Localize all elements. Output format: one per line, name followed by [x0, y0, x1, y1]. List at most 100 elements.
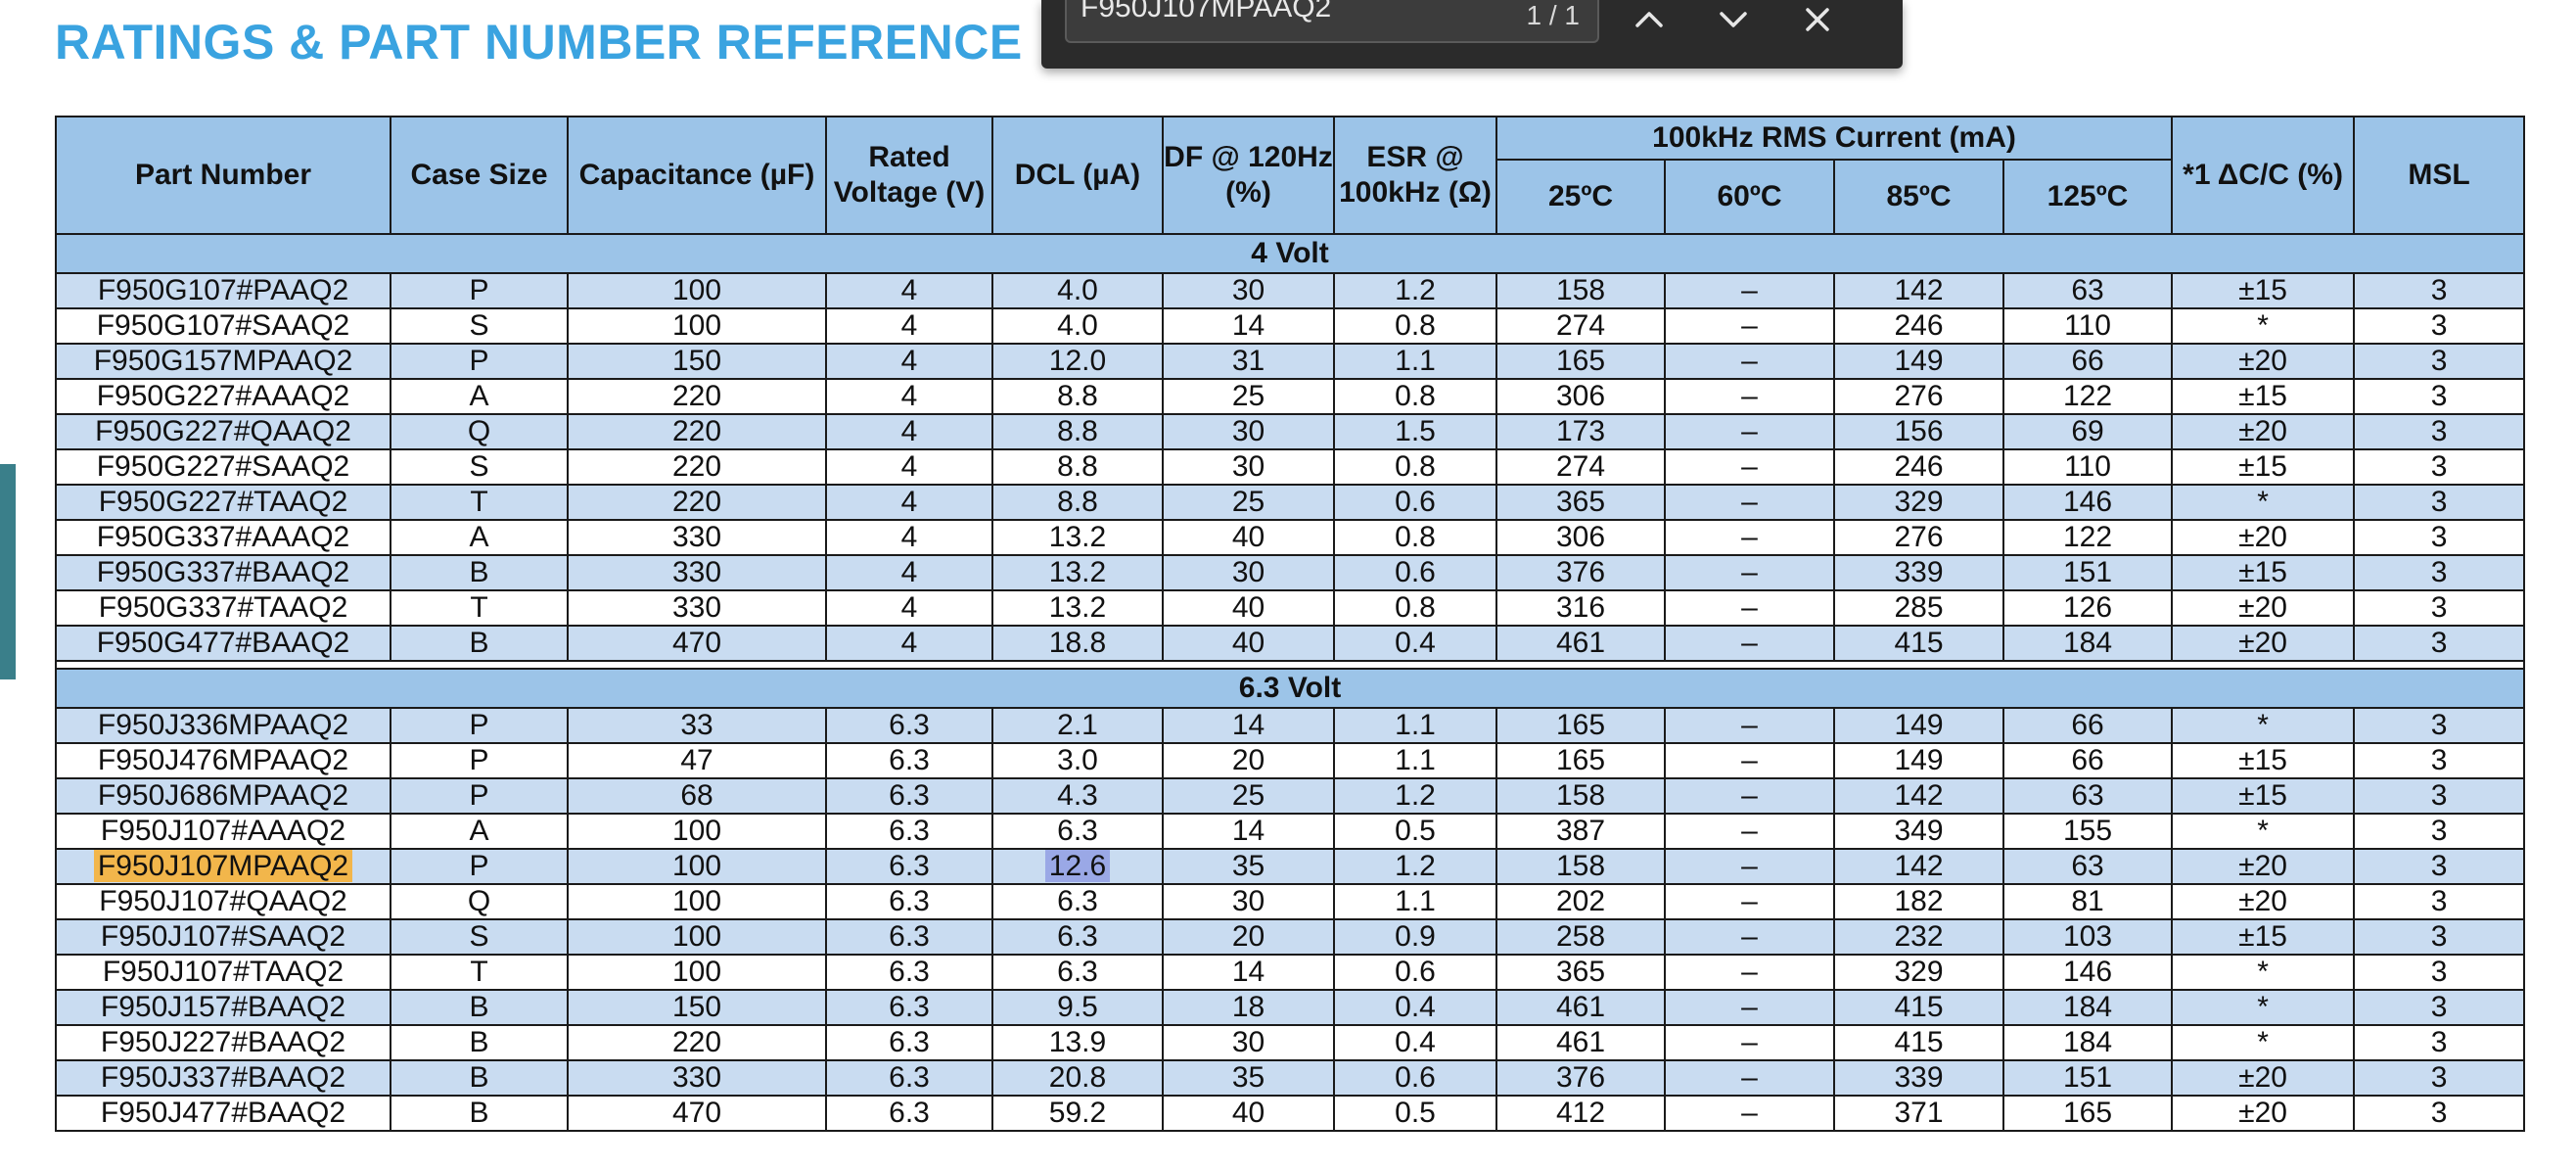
cell-rms-60c: – [1664, 625, 1835, 662]
cell-rated-voltage: 6.3 [825, 777, 993, 815]
cell-rms-60c: – [1664, 1095, 1835, 1132]
cell-rms-60c: – [1664, 413, 1835, 450]
ratings-table-container: Part Number Case Size Capacitance (µF) R… [54, 116, 2526, 1132]
cell-esr: 0.5 [1333, 813, 1497, 850]
cell-esr: 0.8 [1333, 448, 1497, 486]
cell-rated-voltage: 6.3 [825, 1059, 993, 1097]
cell-rms-25c: 387 [1495, 813, 1666, 850]
cell-capacitance: 150 [567, 989, 827, 1026]
cell-dcl: 4.0 [991, 307, 1164, 345]
cell-part-number: F950G107#PAAQ2 [55, 272, 391, 309]
cell-capacitance: 100 [567, 918, 827, 956]
cell-rms-85c: 329 [1833, 954, 2004, 991]
cell-rms-125c: 184 [2001, 1024, 2174, 1061]
cell-capacitance: 470 [567, 625, 827, 662]
find-next-button[interactable] [1707, 0, 1760, 39]
cell-rms-25c: 202 [1495, 883, 1666, 920]
find-input[interactable]: F950J107MPAAQ2 1 / 1 [1065, 0, 1599, 43]
header-case-size: Case Size [390, 116, 569, 235]
section-label: 4 Volt [54, 233, 2526, 274]
cell-rms-85c: 339 [1833, 554, 2004, 591]
ratings-table: Part Number Case Size Capacitance (µF) R… [54, 116, 2526, 1132]
cell-msl: 3 [2353, 307, 2526, 345]
cell-msl: 3 [2353, 918, 2526, 956]
table-row: F950G227#TAAQ2 T 220 4 8.8 25 0.6 365–329 146 * 3 [55, 484, 2526, 521]
cell-esr: 1.2 [1333, 777, 1497, 815]
cell-esr: 0.8 [1333, 589, 1497, 627]
cell-part-number: F950G337#AAAQ2 [55, 519, 391, 556]
table-row: F950G227#QAAQ2 Q 220 4 8.8 30 1.5 173–156 69 ±20 3 [55, 413, 2526, 450]
cell-delta-c: * [2171, 989, 2356, 1026]
cell-capacitance: 150 [567, 343, 827, 380]
cell-esr: 0.6 [1333, 1059, 1497, 1097]
cell-rated-voltage: 6.3 [825, 954, 993, 991]
cell-capacitance: 100 [567, 272, 827, 309]
cell-rms-60c: – [1664, 989, 1835, 1026]
cell-delta-c: ±20 [2171, 413, 2356, 450]
find-match-count: 1 / 1 [1526, 0, 1580, 30]
header-esr: ESR @ 100kHz (Ω) [1333, 116, 1497, 235]
cell-capacitance: 100 [567, 307, 827, 345]
cell-rated-voltage: 4 [825, 519, 993, 556]
table-row: F950J227#BAAQ2 B 220 6.3 13.9 30 0.4 461–415 184… [55, 1024, 2526, 1061]
cell-capacitance: 330 [567, 519, 827, 556]
cell-esr: 0.8 [1333, 307, 1497, 345]
cell-rms-25c: 173 [1495, 413, 1666, 450]
cell-delta-c: ±15 [2171, 554, 2356, 591]
cell-part-number: F950G227#TAAQ2 [55, 484, 391, 521]
cell-msl: 3 [2353, 272, 2526, 309]
table-row: F950G227#SAAQ2 S 220 4 8.8 30 0.8 274–246 110 ±15… [55, 448, 2526, 486]
cell-rms-60c: – [1664, 883, 1835, 920]
cell-delta-c: ±20 [2171, 519, 2356, 556]
cell-rms-125c: 63 [2001, 272, 2174, 309]
close-icon [1806, 8, 1829, 31]
cell-part-number: F950G157MPAAQ2 [55, 343, 391, 380]
cell-df: 30 [1162, 448, 1335, 486]
cell-case-size: P [390, 707, 569, 744]
cell-rated-voltage: 4 [825, 307, 993, 345]
table-row: F950G157MPAAQ2 P 150 4 12.0 31 1.1 165–149 66 ±20… [55, 343, 2526, 380]
cell-part-number: F950J227#BAAQ2 [55, 1024, 391, 1061]
cell-rated-voltage: 4 [825, 413, 993, 450]
cell-delta-c: * [2171, 484, 2356, 521]
header-rms-current-group: 100kHz RMS Current (mA) [1495, 116, 2174, 161]
cell-rms-25c: 461 [1495, 989, 1666, 1026]
cell-esr: 0.4 [1333, 989, 1497, 1026]
find-prev-button[interactable] [1623, 0, 1676, 39]
cell-rms-85c: 142 [1833, 777, 2004, 815]
cell-rms-85c: 246 [1833, 307, 2004, 345]
cell-rated-voltage: 6.3 [825, 813, 993, 850]
cell-esr: 1.5 [1333, 413, 1497, 450]
side-tab-handle[interactable] [0, 464, 16, 679]
cell-dcl: 59.2 [991, 1095, 1164, 1132]
cell-esr: 1.2 [1333, 848, 1497, 885]
cell-msl: 3 [2353, 343, 2526, 380]
cell-rms-125c: 165 [2001, 1095, 2174, 1132]
cell-rms-25c: 365 [1495, 954, 1666, 991]
cell-case-size: B [390, 625, 569, 662]
cell-rated-voltage: 4 [825, 378, 993, 415]
cell-rms-125c: 151 [2001, 1059, 2174, 1097]
cell-esr: 0.8 [1333, 519, 1497, 556]
chevron-down-icon [1720, 12, 1747, 27]
cell-msl: 3 [2353, 413, 2526, 450]
find-close-button[interactable] [1791, 0, 1844, 39]
cell-rms-85c: 149 [1833, 742, 2004, 779]
cell-esr: 0.5 [1333, 1095, 1497, 1132]
cell-rated-voltage: 4 [825, 484, 993, 521]
cell-dcl: 6.3 [991, 883, 1164, 920]
cell-rms-60c: – [1664, 1024, 1835, 1061]
find-bar: F950J107MPAAQ2 1 / 1 [1041, 0, 1903, 69]
table-body: 4 Volt F950G107#PAAQ2 P 100 4 4.0 30 1.2 158–142… [54, 233, 2526, 1132]
cell-df: 18 [1162, 989, 1335, 1026]
cell-rated-voltage: 6.3 [825, 707, 993, 744]
cell-delta-c: * [2171, 813, 2356, 850]
cell-df: 14 [1162, 707, 1335, 744]
cell-part-number: F950G477#BAAQ2 [55, 625, 391, 662]
cell-dcl: 18.8 [991, 625, 1164, 662]
cell-part-number: F950G107#SAAQ2 [55, 307, 391, 345]
cell-esr: 0.4 [1333, 625, 1497, 662]
cell-case-size: B [390, 1095, 569, 1132]
cell-rms-125c: 122 [2001, 519, 2174, 556]
cell-dcl: 2.1 [991, 707, 1164, 744]
